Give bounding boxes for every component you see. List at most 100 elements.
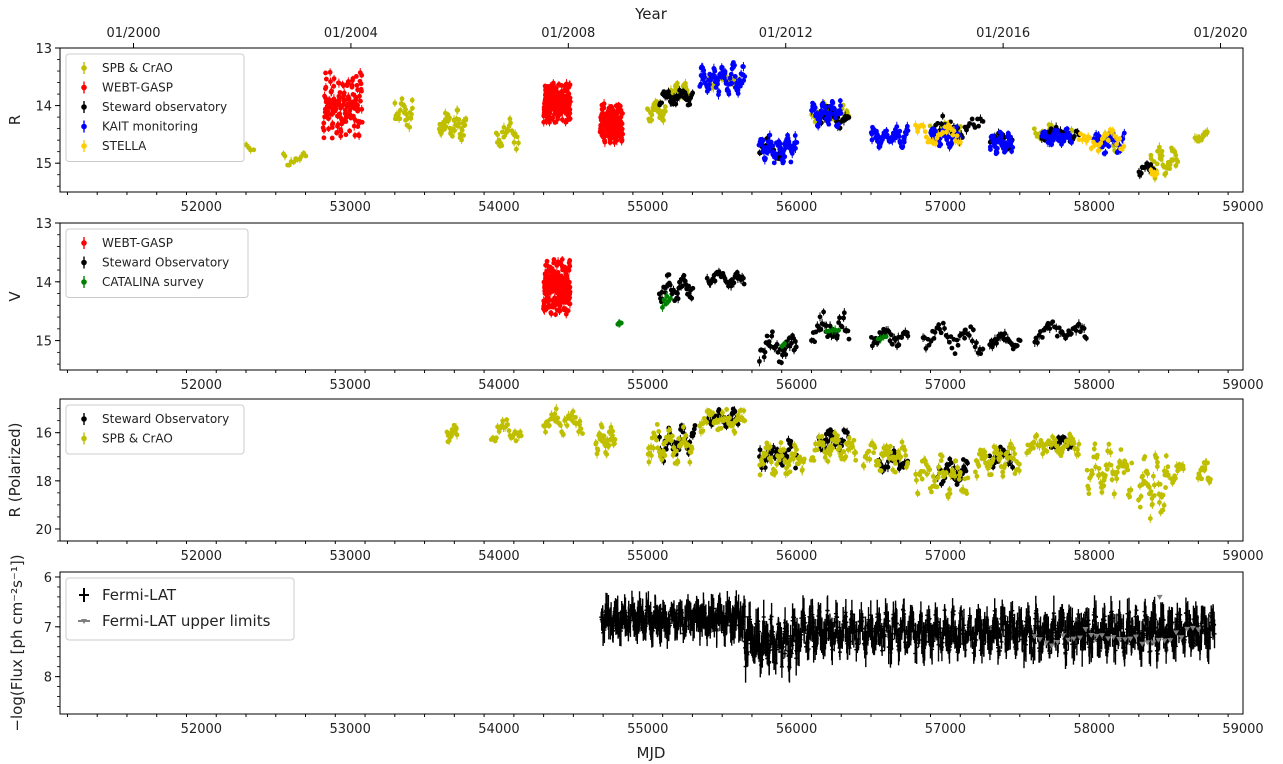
data-point xyxy=(788,438,794,444)
data-point xyxy=(823,323,829,329)
y-tick-label: 13 xyxy=(35,217,52,232)
data-point xyxy=(782,154,788,160)
data-point xyxy=(462,122,468,128)
data-point xyxy=(321,120,327,126)
legend-label: WEBT-GASP xyxy=(102,236,173,250)
data-point xyxy=(786,447,792,453)
data-point xyxy=(1081,133,1087,139)
data-point xyxy=(837,98,843,104)
data-point xyxy=(784,453,790,459)
x-tick-label: 58000 xyxy=(1074,200,1115,215)
y-tick-label: 15 xyxy=(35,157,52,172)
data-point xyxy=(701,68,707,73)
legend-marker-cap xyxy=(81,279,87,285)
data-point xyxy=(666,89,671,95)
data-point xyxy=(343,111,349,117)
data-point xyxy=(552,120,558,125)
data-point xyxy=(331,76,337,82)
data-point xyxy=(826,121,832,127)
legend-marker-cap xyxy=(81,123,87,130)
data-point xyxy=(1121,143,1127,149)
x-tick-label: 56000 xyxy=(776,200,817,215)
data-point xyxy=(547,110,553,116)
y-tick-label: 14 xyxy=(35,100,52,115)
top-tick-label: 01/2008 xyxy=(541,26,595,41)
data-point xyxy=(602,139,608,145)
top-axis-label: Year xyxy=(634,5,668,23)
data-point xyxy=(774,151,780,157)
data-point xyxy=(923,346,929,351)
data-point xyxy=(1105,137,1111,143)
data-point xyxy=(323,76,329,82)
data-point xyxy=(456,121,462,126)
data-point xyxy=(343,119,349,124)
data-point xyxy=(1204,129,1210,135)
data-point xyxy=(792,133,798,138)
data-point xyxy=(716,89,722,94)
data-point xyxy=(962,335,967,341)
data-point xyxy=(608,104,614,109)
data-point xyxy=(793,145,798,151)
data-point xyxy=(565,308,571,314)
data-point xyxy=(649,112,655,118)
data-point xyxy=(994,150,1000,156)
data-point xyxy=(991,134,997,140)
data-point xyxy=(551,257,557,262)
data-point xyxy=(897,128,903,134)
data-point xyxy=(845,328,851,334)
data-point xyxy=(889,341,895,347)
data-point xyxy=(355,87,361,93)
data-point xyxy=(282,153,288,159)
data-point xyxy=(976,123,981,129)
panel-data xyxy=(541,255,1089,367)
data-point xyxy=(814,110,820,116)
data-point xyxy=(836,320,842,325)
data-point xyxy=(459,127,465,133)
data-point xyxy=(1114,141,1119,147)
data-point xyxy=(657,434,662,440)
data-point xyxy=(358,98,363,104)
data-point xyxy=(620,131,626,137)
data-point xyxy=(567,264,572,269)
data-point xyxy=(567,289,573,295)
data-point xyxy=(980,346,986,352)
top-tick-label: 01/2004 xyxy=(324,26,378,41)
data-point xyxy=(978,351,984,357)
data-point xyxy=(940,320,946,326)
data-point xyxy=(732,409,738,415)
data-point xyxy=(660,305,665,310)
data-point xyxy=(766,148,771,154)
data-point xyxy=(353,97,359,103)
data-point xyxy=(769,333,775,339)
data-point xyxy=(550,115,556,121)
data-point xyxy=(336,98,342,104)
legend-label: KAIT monitoring xyxy=(102,120,198,134)
data-point xyxy=(327,69,333,75)
data-point xyxy=(326,97,332,102)
data-point xyxy=(690,285,696,291)
data-point xyxy=(970,327,976,333)
data-point xyxy=(1148,156,1154,161)
data-point xyxy=(896,342,902,348)
panels: 52000 53000 54000 55000 56000 57000 58000 59000… xyxy=(6,42,1264,737)
data-point xyxy=(954,133,960,139)
data-point xyxy=(659,100,665,106)
data-point xyxy=(1048,126,1054,132)
data-point xyxy=(782,341,787,347)
data-point xyxy=(1154,161,1160,167)
legend-entry: Steward Observatory xyxy=(81,256,229,270)
data-point xyxy=(1083,335,1089,341)
data-point xyxy=(1069,140,1075,145)
data-point xyxy=(691,430,697,436)
x-tick-label: 55000 xyxy=(627,378,668,393)
data-point xyxy=(407,124,413,130)
data-point xyxy=(329,124,335,130)
data-point xyxy=(938,142,944,147)
data-point xyxy=(885,464,891,470)
y-tick-label: 13 xyxy=(35,42,52,57)
data-point xyxy=(675,296,681,302)
data-point xyxy=(687,102,693,107)
data-point xyxy=(618,320,624,326)
data-point xyxy=(409,97,415,103)
data-point xyxy=(719,65,725,70)
